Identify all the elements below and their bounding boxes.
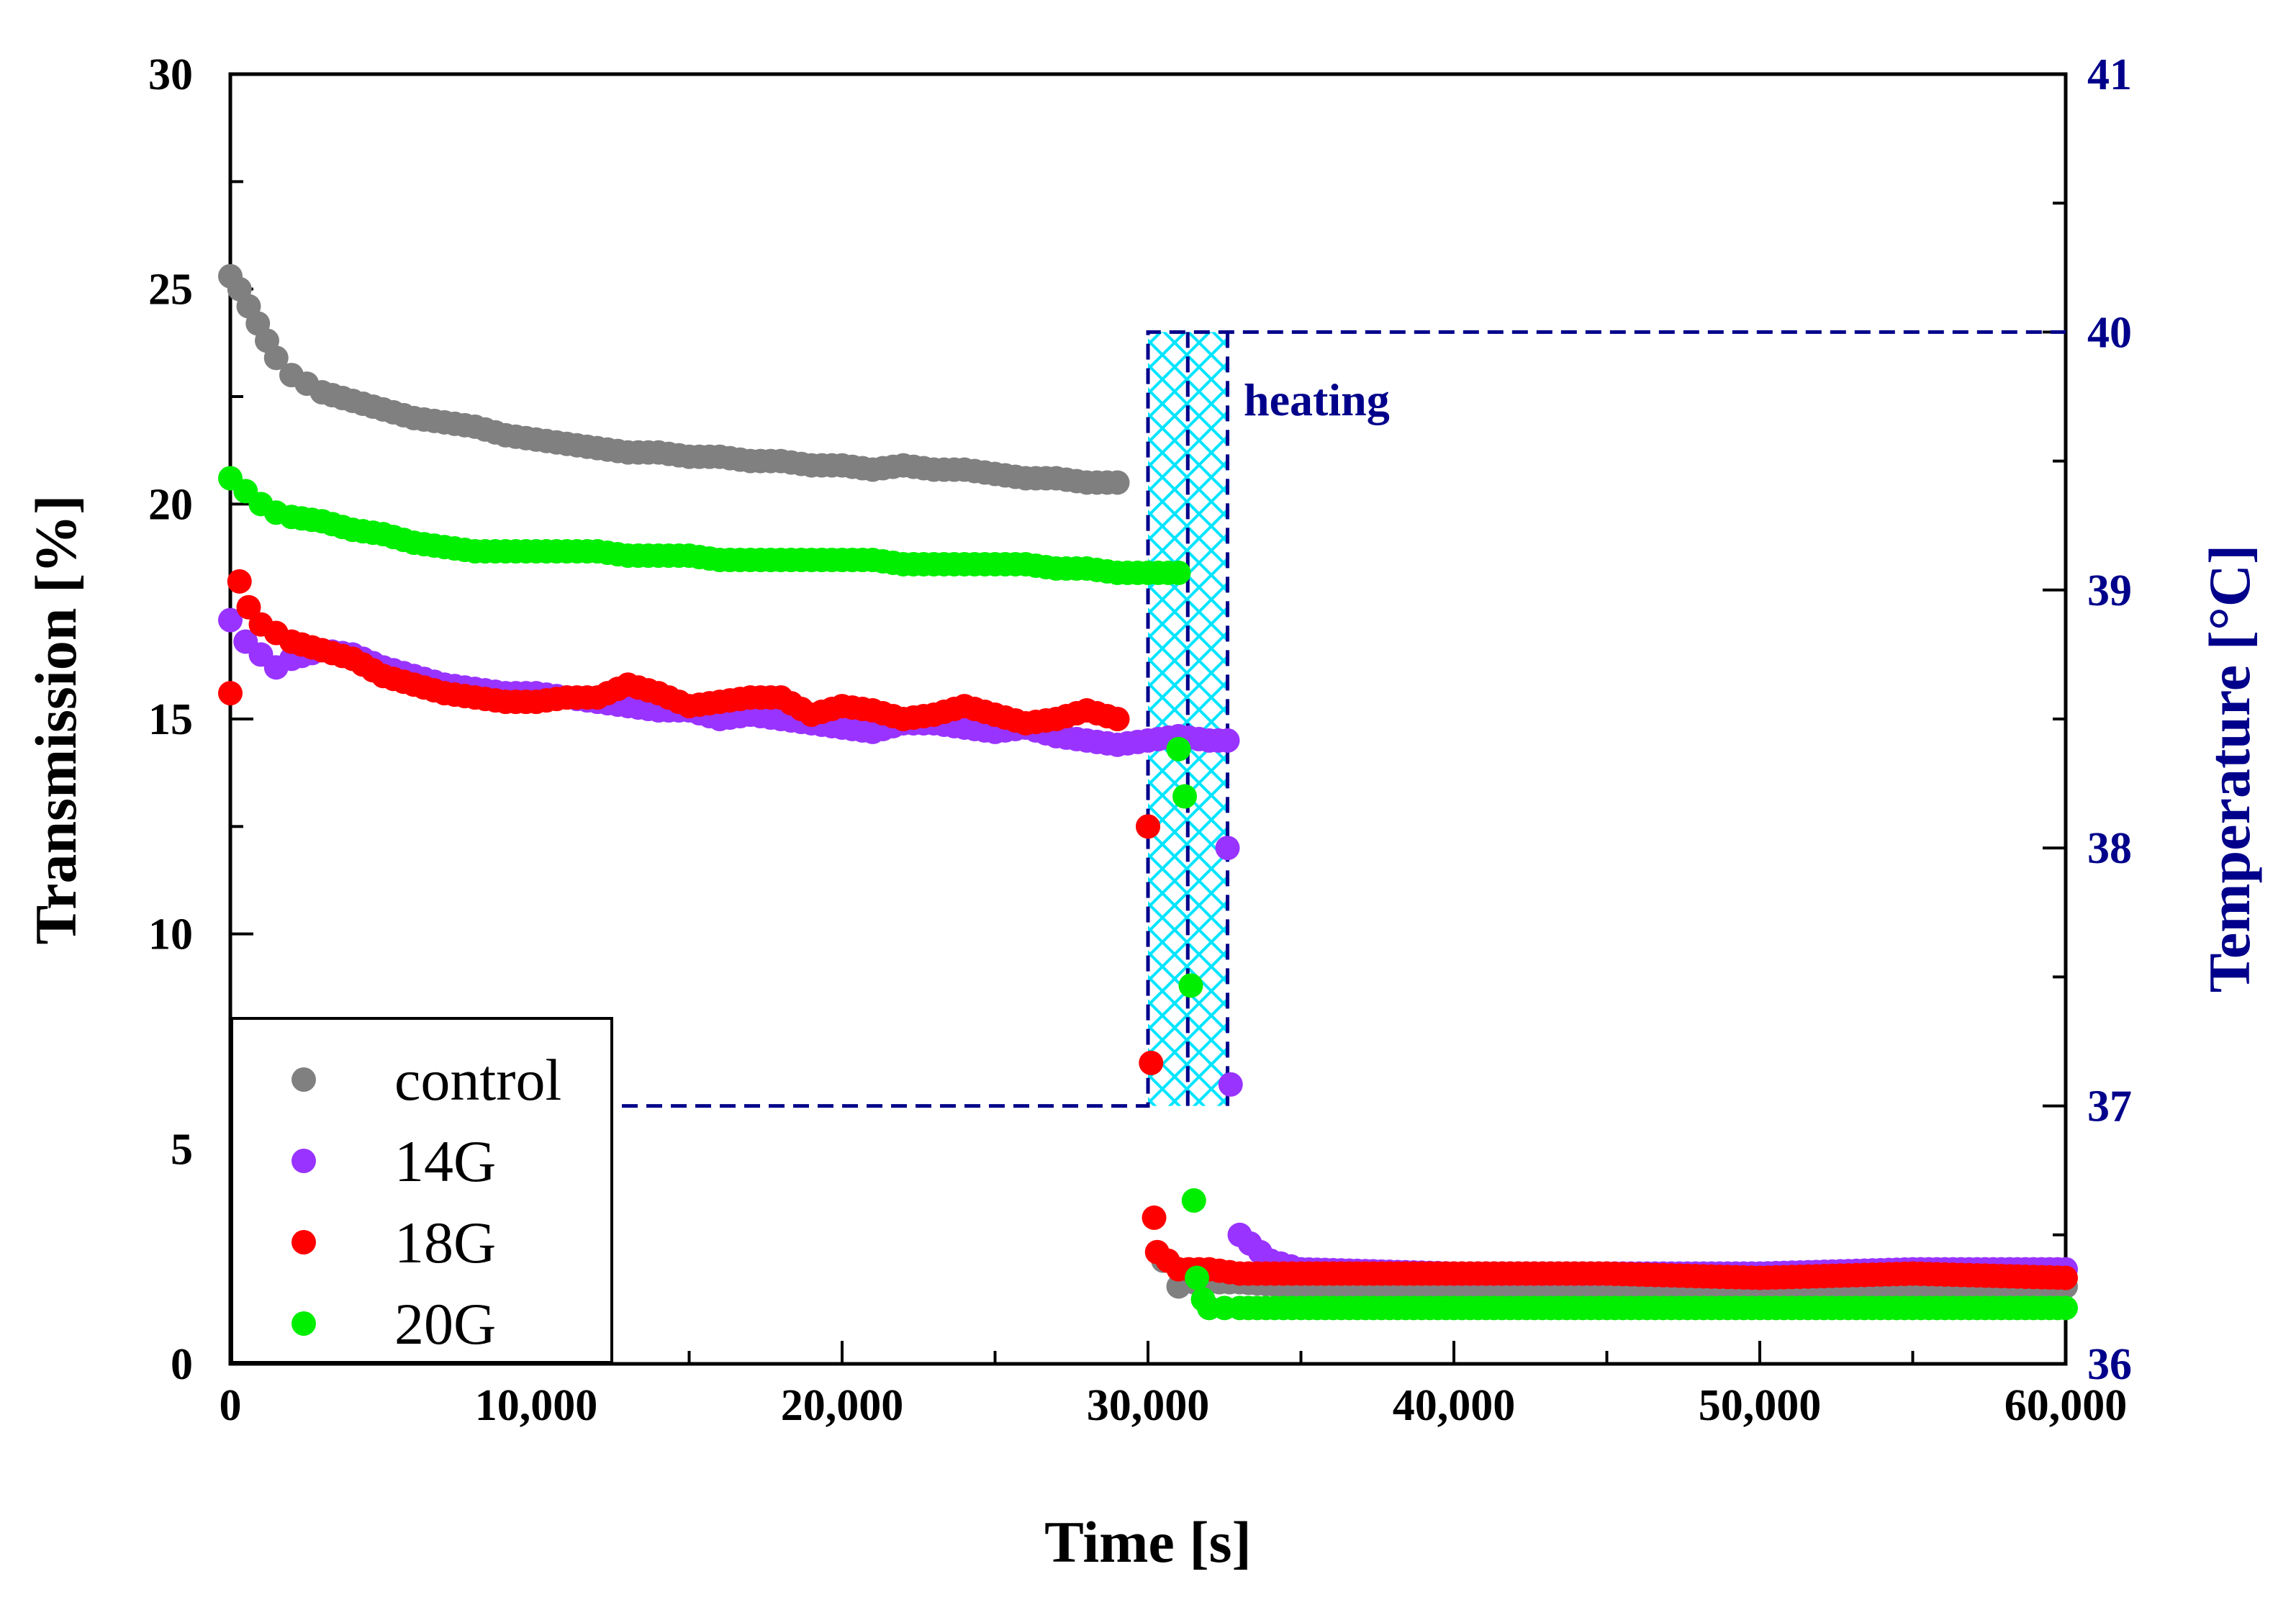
temperature-line bbox=[230, 330, 2066, 1108]
y-tick-label: 25 bbox=[148, 266, 193, 315]
data-point bbox=[236, 594, 261, 620]
x-tick-label: 50,000 bbox=[1699, 1381, 1822, 1430]
y-tick-label: 15 bbox=[148, 695, 193, 744]
x-tick-label: 0 bbox=[220, 1381, 242, 1430]
legend-marker-14G bbox=[291, 1149, 316, 1173]
x-tick-label: 10,000 bbox=[475, 1381, 598, 1430]
y-tick-label: 10 bbox=[148, 910, 193, 959]
data-point bbox=[227, 569, 252, 594]
data-point bbox=[1215, 836, 1240, 861]
data-point bbox=[1105, 707, 1130, 731]
data-point bbox=[263, 345, 289, 371]
y2-tick-label: 41 bbox=[2087, 50, 2132, 99]
data-point bbox=[1136, 814, 1160, 839]
y2-axis-title: Temperature [°C] bbox=[2197, 545, 2262, 993]
legend-marker-control bbox=[291, 1067, 316, 1092]
legend-marker-20G bbox=[291, 1311, 316, 1336]
legend-marker-18G bbox=[291, 1230, 316, 1254]
y-tick-label: 0 bbox=[171, 1340, 193, 1389]
series-20G bbox=[218, 466, 2078, 1321]
x-tick-label: 30,000 bbox=[1087, 1381, 1210, 1430]
x-tick-label: 20,000 bbox=[781, 1381, 904, 1430]
heating-annotation: heating bbox=[1244, 374, 1390, 425]
y2-tick-label: 38 bbox=[2087, 824, 2132, 873]
data-point bbox=[1215, 728, 1240, 753]
legend-label: 18G bbox=[394, 1210, 496, 1275]
y2-tick-label: 36 bbox=[2087, 1340, 2132, 1389]
data-point bbox=[2053, 1295, 2078, 1321]
legend-label: control bbox=[394, 1047, 561, 1113]
data-point bbox=[1105, 470, 1130, 495]
data-point bbox=[2053, 1265, 2078, 1290]
y-tick-label: 30 bbox=[148, 50, 193, 99]
x-tick-label: 40,000 bbox=[1393, 1381, 1516, 1430]
legend-label: 14G bbox=[394, 1129, 496, 1194]
x-axis-tick-labels: 0 10,000 20,000 30,000 40,000 50,000 60,000 bbox=[220, 1381, 2128, 1430]
data-point bbox=[1142, 1205, 1167, 1230]
legend-label: 20G bbox=[394, 1291, 496, 1357]
data-point bbox=[1166, 560, 1191, 585]
data-point bbox=[1181, 1188, 1206, 1213]
data-series bbox=[218, 263, 2078, 1321]
data-point bbox=[1172, 784, 1197, 809]
data-point bbox=[1139, 1050, 1164, 1075]
x-axis-title: Time [s] bbox=[1044, 1509, 1252, 1575]
data-point bbox=[1166, 736, 1191, 761]
y-axis-tick-labels: 0 5 10 15 20 25 30 bbox=[148, 50, 193, 1389]
y-tick-label: 20 bbox=[148, 480, 193, 529]
legend: control 14G 18G 20G bbox=[230, 1017, 613, 1364]
data-point bbox=[218, 681, 243, 706]
y2-tick-label: 40 bbox=[2087, 308, 2132, 357]
data-point bbox=[218, 607, 243, 633]
x-tick-label: 60,000 bbox=[2005, 1381, 2128, 1430]
temperature-profile bbox=[230, 330, 2066, 1108]
y-axis-title: Transmission [%] bbox=[23, 495, 89, 945]
data-point bbox=[1178, 973, 1203, 998]
data-point bbox=[1185, 1265, 1209, 1290]
data-point bbox=[1218, 1072, 1243, 1097]
y2-tick-label: 39 bbox=[2087, 566, 2132, 615]
y2-tick-label: 37 bbox=[2087, 1082, 2132, 1131]
y-tick-label: 5 bbox=[171, 1125, 193, 1174]
y2-axis-tick-labels: 36 37 38 39 40 41 bbox=[2087, 50, 2132, 1389]
series-18G bbox=[218, 569, 2078, 1290]
